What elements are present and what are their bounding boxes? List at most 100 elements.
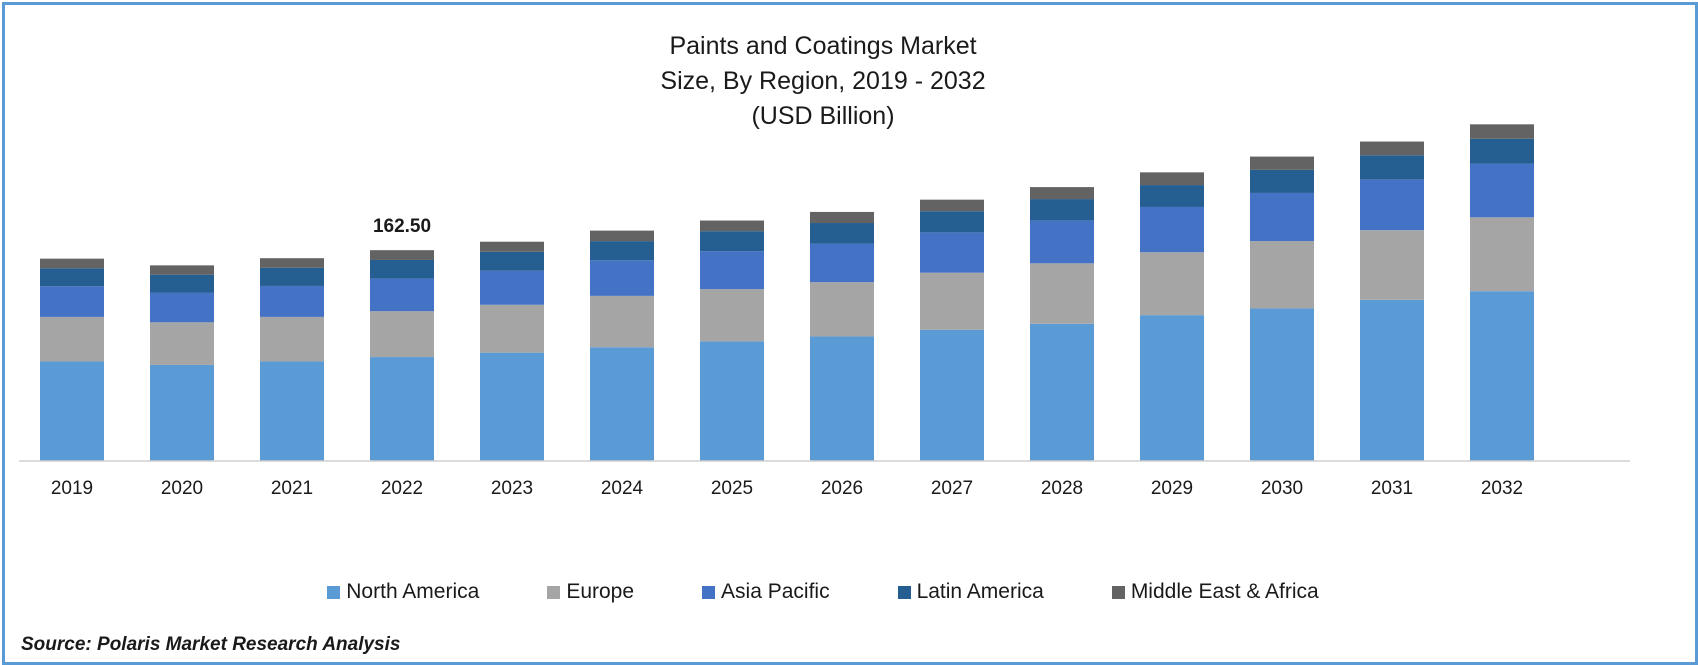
bar-2024-europe xyxy=(590,295,654,348)
bar-2031-europe xyxy=(1360,230,1424,300)
bar-2031-north-america xyxy=(1360,299,1424,461)
chart-title-line-1: Paints and Coatings Market xyxy=(669,32,977,60)
x-tick-label-2030: 2030 xyxy=(1261,478,1303,499)
bar-2025-europe xyxy=(700,289,764,342)
x-tick-label-2022: 2022 xyxy=(381,478,423,499)
bar-2019-latin-america xyxy=(40,268,104,287)
x-tick-label-2025: 2025 xyxy=(711,478,753,499)
x-tick-label-2020: 2020 xyxy=(161,478,203,499)
x-tick-label-2031: 2031 xyxy=(1371,478,1413,499)
bar-2025-middle-east-africa xyxy=(700,220,764,232)
legend-item-asia-pacific: Asia Pacific xyxy=(702,580,830,604)
legend-item-north-america: North America xyxy=(327,580,479,604)
bar-2022-asia-pacific xyxy=(370,278,434,312)
bar-2030-middle-east-africa xyxy=(1250,156,1314,170)
bar-2028-europe xyxy=(1030,263,1094,324)
bar-2019-asia-pacific xyxy=(40,286,104,317)
bar-2024-asia-pacific xyxy=(590,260,654,296)
bar-2029-europe xyxy=(1140,252,1204,316)
chart-title-line-2: Size, By Region, 2019 - 2032 xyxy=(660,67,986,95)
bar-2023-europe xyxy=(480,304,544,353)
legend-swatch xyxy=(897,585,911,599)
legend-label: Asia Pacific xyxy=(721,580,830,603)
bar-2032-asia-pacific xyxy=(1470,163,1534,218)
legend-label: North America xyxy=(346,580,480,603)
x-tick-label-2019: 2019 xyxy=(51,478,93,499)
bar-2020-latin-america xyxy=(150,274,214,293)
bars-layer xyxy=(40,124,1534,461)
legend-item-europe: Europe xyxy=(547,580,634,604)
x-tick-label-2027: 2027 xyxy=(931,478,973,499)
bar-2025-asia-pacific xyxy=(700,251,764,290)
x-tick-label-2029: 2029 xyxy=(1151,478,1193,499)
bar-2021-middle-east-africa xyxy=(260,258,324,268)
bar-2023-north-america xyxy=(480,352,544,461)
bar-2027-asia-pacific xyxy=(920,232,984,273)
bar-2022-latin-america xyxy=(370,259,434,279)
x-tick-label-2024: 2024 xyxy=(601,478,644,499)
bar-2020-middle-east-africa xyxy=(150,265,214,275)
bar-2023-asia-pacific xyxy=(480,270,544,305)
legend-label: Middle East & Africa xyxy=(1130,580,1319,603)
legend-item-latin-america: Latin America xyxy=(897,580,1044,604)
bar-2028-north-america xyxy=(1030,323,1094,461)
bar-2026-middle-east-africa xyxy=(810,211,874,224)
bar-2023-middle-east-africa xyxy=(480,241,544,252)
bar-2021-north-america xyxy=(260,361,324,461)
x-tick-label-2028: 2028 xyxy=(1041,478,1083,499)
bar-2026-europe xyxy=(810,282,874,337)
bar-2022-europe xyxy=(370,311,434,358)
bar-2029-latin-america xyxy=(1140,185,1204,207)
bar-2026-asia-pacific xyxy=(810,243,874,283)
bar-2019-europe xyxy=(40,316,104,362)
bar-2019-middle-east-africa xyxy=(40,258,104,269)
bar-2020-north-america xyxy=(150,364,214,461)
bar-2030-europe xyxy=(1250,241,1314,309)
bar-2026-latin-america xyxy=(810,223,874,244)
bar-2031-latin-america xyxy=(1360,155,1424,180)
x-tick-label-2026: 2026 xyxy=(821,478,863,499)
bar-2032-north-america xyxy=(1470,291,1534,461)
x-tick-label-2021: 2021 xyxy=(271,478,313,499)
legend: North America Europe Asia Pacific Latin … xyxy=(5,580,1641,604)
legend-swatch xyxy=(1111,585,1125,599)
bar-2027-north-america xyxy=(920,329,984,461)
legend-label: Latin America xyxy=(916,580,1044,603)
bar-2021-europe xyxy=(260,316,324,362)
x-tick-label-2023: 2023 xyxy=(491,478,533,499)
chart-title: Paints and Coatings Market Size, By Regi… xyxy=(5,29,1641,134)
bar-2020-asia-pacific xyxy=(150,292,214,323)
bar-2027-europe xyxy=(920,272,984,330)
legend-swatch xyxy=(702,585,716,599)
stacked-bar-chart: 2019 2020 2021 2022 2023 2024 2025 2026 2027 2028… xyxy=(19,124,1630,499)
bar-2032-latin-america xyxy=(1470,138,1534,164)
bar-2021-latin-america xyxy=(260,267,324,286)
data-label-2022: 162.50 xyxy=(373,216,431,237)
bar-2025-north-america xyxy=(700,341,764,461)
bar-2024-north-america xyxy=(590,347,654,461)
bar-2024-middle-east-africa xyxy=(590,230,654,242)
bar-2022-middle-east-africa xyxy=(370,250,434,260)
bar-2020-europe xyxy=(150,322,214,365)
x-tick-label-2032: 2032 xyxy=(1481,478,1523,499)
bar-2022-north-america xyxy=(370,357,434,461)
bar-2021-asia-pacific xyxy=(260,285,324,317)
bar-2029-north-america xyxy=(1140,315,1204,461)
bar-2026-north-america xyxy=(810,336,874,461)
bar-2027-latin-america xyxy=(920,211,984,233)
bar-2019-north-america xyxy=(40,361,104,461)
chart-title-line-3: (USD Billion) xyxy=(751,102,895,130)
bar-2025-latin-america xyxy=(700,231,764,252)
bar-2028-asia-pacific xyxy=(1030,220,1094,264)
legend-label: Europe xyxy=(566,580,635,603)
bar-2032-europe xyxy=(1470,217,1534,292)
bar-2031-middle-east-africa xyxy=(1360,141,1424,156)
legend-swatch xyxy=(327,585,341,599)
bar-2030-latin-america xyxy=(1250,169,1314,193)
legend-swatch xyxy=(547,585,561,599)
source-note: Source: Polaris Market Research Analysis xyxy=(21,634,401,655)
bar-2024-latin-america xyxy=(590,241,654,261)
bar-2030-north-america xyxy=(1250,308,1314,461)
data-labels: 162.50 xyxy=(373,216,431,237)
